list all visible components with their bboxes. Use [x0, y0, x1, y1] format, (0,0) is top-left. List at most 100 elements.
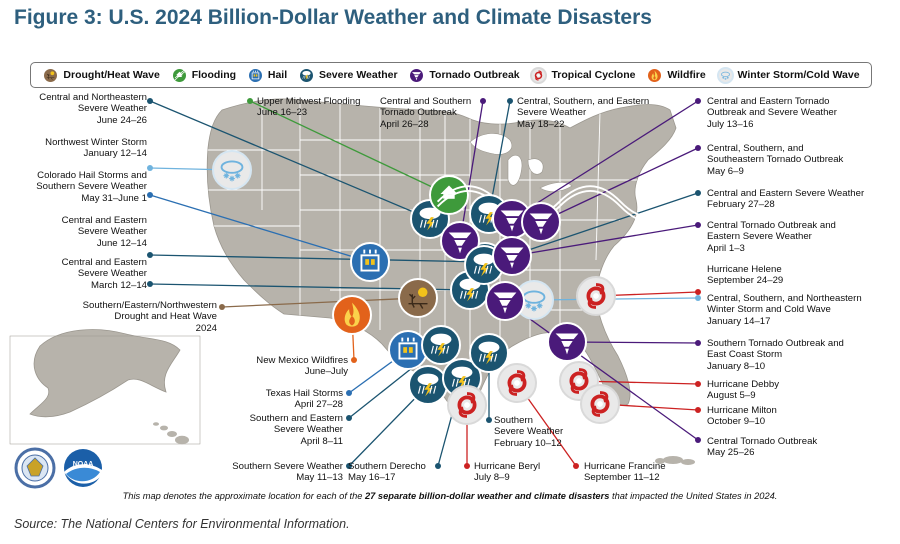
legend-item-severe: Severe Weather [297, 66, 398, 84]
marker-wildfire [332, 295, 372, 335]
lake-erie [539, 182, 573, 192]
leader-line [504, 300, 699, 441]
leader-line [566, 341, 699, 344]
legend-label: Winter Storm/Cold Wave [737, 69, 860, 81]
noaa-logo: NOAA [64, 449, 102, 487]
puerto-rico [663, 456, 683, 464]
leader-line [149, 100, 431, 220]
leader-line [511, 224, 699, 257]
event-label-severe: Central and Eastern Severe Weather March… [61, 257, 147, 291]
winter-icon [716, 66, 734, 84]
leader-dot [695, 145, 701, 151]
legend-label: Hail [267, 69, 288, 81]
legend-label: Flooding [191, 69, 237, 81]
marker-severe [469, 333, 509, 373]
alaska [29, 329, 181, 418]
event-label-flood: Upper Midwest Flooding June 16–23 [257, 96, 361, 119]
leader-dot [695, 295, 701, 301]
puerto-rico [681, 459, 695, 465]
event-label-tornado: Southern Tornado Outbreak and East Coast… [707, 338, 844, 372]
page-title: Figure 3: U.S. 2024 Billion-Dollar Weath… [14, 6, 652, 29]
wildfire-icon [646, 66, 664, 84]
leader-dot [147, 98, 153, 104]
hawaii-island [160, 425, 168, 431]
leader-dot [695, 222, 701, 228]
alaska-inset [9, 335, 201, 445]
marker-tropical [447, 385, 487, 425]
flood-icon [170, 66, 188, 84]
leader-line [149, 194, 371, 263]
leader-dot [147, 165, 153, 171]
agency-logos: NOAA [14, 447, 102, 489]
event-label-drought: Southern/Eastern/Northwestern Drought an… [82, 300, 217, 334]
us-basemap [9, 98, 695, 465]
leader-dot [480, 98, 486, 104]
event-label-tornado: Central Tornado Outbreak and Eastern Sev… [707, 220, 836, 254]
event-label-hail: Colorado Hail Storms and Southern Severe… [36, 170, 147, 204]
leader-dot [351, 357, 357, 363]
event-label-tornado: Central and Eastern Tornado Outbreak and… [707, 96, 837, 130]
event-markers [212, 150, 683, 425]
us-land [206, 98, 677, 416]
event-label-tornado: Central, Southern, and Southeastern Torn… [707, 143, 844, 177]
marker-hail [350, 242, 390, 282]
leader-line [221, 297, 419, 308]
marker-tropical [580, 384, 620, 424]
event-label-severe: Central, Southern, and Eastern Severe We… [517, 96, 650, 130]
leader-dot [695, 98, 701, 104]
legend-item-tropical: Tropical Cyclone [530, 66, 635, 84]
severe-legend-marker [297, 66, 315, 84]
marker-hail [388, 330, 428, 370]
marker-tornado [547, 322, 587, 362]
severe-icon [297, 66, 315, 84]
leader-dot [695, 407, 701, 413]
legend-item-hail: Hail [246, 66, 288, 84]
marker-tornado [485, 281, 525, 321]
legend-label: Severe Weather [318, 69, 398, 81]
leader-dot [346, 415, 352, 421]
leader-dot [573, 463, 579, 469]
leader-line [511, 100, 699, 220]
marker-flood [429, 175, 683, 223]
puerto-rico [655, 458, 665, 464]
event-label-severe: Central and Eastern Severe Weather Febru… [707, 188, 865, 211]
hawaii-island [167, 431, 177, 437]
leader-dot [695, 437, 701, 443]
event-label-severe: Southern Derecho May 16–17 [348, 461, 426, 484]
legend-label: Tornado Outbreak [429, 69, 520, 81]
marker-winter [212, 150, 252, 190]
event-label-severe: Southern Severe Weather February 10–12 [494, 415, 564, 449]
legend-item-winter: Winter Storm/Cold Wave [716, 66, 860, 84]
marker-tropical [576, 276, 616, 316]
source-note: Source: The National Centers for Environ… [14, 517, 350, 531]
wildfire-legend-marker [646, 66, 664, 84]
event-label-tropical: Hurricane Francine September 11–12 [584, 461, 666, 484]
event-label-tornado: Central and Southern Tornado Outbreak Ap… [380, 96, 472, 130]
leader-line [149, 254, 486, 263]
leader-dot [346, 463, 352, 469]
tropical-legend-marker [530, 66, 548, 84]
leader-dot [147, 192, 153, 198]
lake-huron [527, 158, 544, 175]
leader-dot [435, 463, 441, 469]
leader-dot [247, 98, 253, 104]
legend-label: Wildfire [667, 69, 706, 81]
hail-icon [246, 66, 264, 84]
hawaii-island [153, 422, 159, 426]
leader-dot [695, 190, 701, 196]
leader-dot [147, 281, 153, 287]
event-label-severe: Central and Eastern Severe Weather June … [61, 215, 147, 249]
leader-dot [346, 390, 352, 396]
tornado-icon [408, 66, 426, 84]
leader-dot [486, 417, 492, 423]
legend-item-drought: Drought/Heat Wave [42, 66, 160, 84]
event-label-severe: Southern and Eastern Severe Weather Apri… [249, 413, 343, 447]
marker-drought [398, 278, 438, 318]
leader-dot [695, 289, 701, 295]
legend-item-wildfire: Wildfire [646, 66, 706, 84]
event-label-severe: Central and Northeastern Severe Weather … [39, 92, 147, 126]
leader-line [249, 100, 450, 196]
event-label-severe: Southern Severe Weather May 11–13 [232, 461, 343, 484]
legend-item-tornado: Tornado Outbreak [408, 66, 520, 84]
